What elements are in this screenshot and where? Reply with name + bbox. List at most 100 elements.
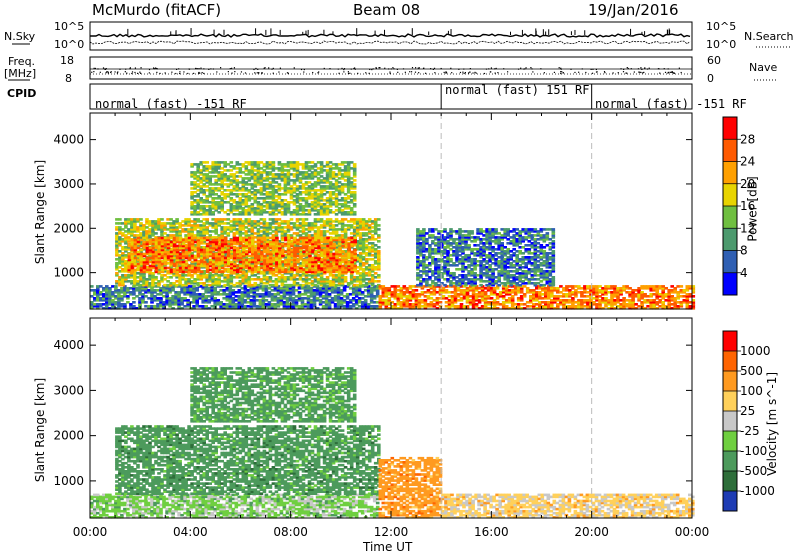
- power-echo-cell: [329, 242, 333, 246]
- power-echo-cell: [139, 276, 143, 279]
- power-echo-cell: [261, 295, 266, 298]
- power-echo-cell: [240, 287, 245, 290]
- power-echo-cell: [118, 254, 122, 257]
- freq-dot: [562, 72, 565, 74]
- power-echo-cell: [274, 191, 279, 194]
- power-echo-cell: [295, 266, 300, 269]
- power-echo-cell: [292, 163, 297, 166]
- power-echo-cell: [302, 238, 306, 242]
- power-echo-cell: [238, 222, 243, 225]
- power-echo-cell: [316, 226, 321, 229]
- power-echo-cell: [304, 282, 309, 285]
- power-echo-cell: [293, 264, 297, 268]
- power-echo-cell: [275, 260, 279, 264]
- power-echo-cell: [343, 230, 348, 233]
- power-echo-cell: [127, 218, 131, 221]
- power-echo-cell: [220, 238, 225, 242]
- freq-dot: [642, 72, 644, 74]
- power-echo-cell: [169, 254, 174, 258]
- power-echo-cell: [147, 289, 151, 292]
- power-echo-cell: [369, 289, 374, 292]
- power-echo-cell: [208, 274, 212, 277]
- power-echo-cell: [252, 303, 257, 306]
- power-echo-cell: [144, 301, 148, 304]
- power-echo-cell: [295, 272, 300, 275]
- power-echo-cell: [237, 295, 242, 298]
- power-echo-cell: [244, 213, 249, 216]
- power-echo-cell: [249, 307, 254, 310]
- power-echo-cell: [153, 299, 157, 302]
- power-echo-cell: [190, 207, 194, 210]
- power-echo-cell: [227, 260, 231, 264]
- freq-dot: [347, 72, 350, 74]
- power-echo-cell: [192, 289, 196, 292]
- power-echo-cell: [268, 211, 273, 214]
- power-echo-cell: [311, 248, 315, 252]
- power-echo-cell: [305, 268, 309, 272]
- power-echo-cell: [286, 189, 291, 192]
- power-echo-cell: [136, 266, 141, 270]
- power-echo-cell: [229, 228, 234, 231]
- power-echo-cell: [261, 297, 266, 300]
- power-echo-cell: [280, 280, 285, 283]
- power-echo-cell: [251, 268, 255, 272]
- power-echo-cell: [130, 274, 134, 277]
- power-echo-cell: [248, 240, 252, 244]
- power-echo-cell: [261, 285, 266, 288]
- power-echo-cell: [90, 289, 94, 292]
- power-echo-cell: [190, 252, 194, 255]
- power-echo-cell: [225, 305, 230, 308]
- power-echo-cell: [268, 185, 273, 188]
- power-echo-cell: [282, 291, 287, 294]
- power-echo-cell: [269, 242, 273, 246]
- power-echo-cell: [277, 187, 282, 190]
- power-echo-cell: [265, 226, 270, 229]
- power-echo-cell: [190, 234, 194, 237]
- freq-dot: [300, 68, 303, 71]
- power-echo-cell: [208, 222, 212, 225]
- power-echo-cell: [148, 272, 152, 275]
- power-echo-cell: [324, 299, 329, 302]
- power-echo-cell: [151, 254, 156, 258]
- power-echo-cell: [355, 244, 360, 247]
- power-echo-cell: [260, 254, 264, 258]
- power-echo-cell: [217, 246, 222, 250]
- power-echo-cell: [292, 195, 297, 198]
- power-echo-cell: [130, 262, 135, 266]
- power-echo-cell: [145, 258, 150, 262]
- power-echo-cell: [135, 307, 139, 310]
- power-echo-cell: [228, 291, 233, 294]
- power-echo-cell: [183, 287, 187, 290]
- power-echo-cell: [253, 185, 258, 188]
- power-echo-cell: [260, 236, 264, 240]
- power-echo-cell: [341, 238, 345, 242]
- power-echo-cell: [190, 163, 194, 166]
- power-echo-cell: [136, 276, 140, 279]
- power-echo-cell: [102, 299, 106, 302]
- power-echo-cell: [269, 262, 273, 266]
- power-echo-cell: [133, 244, 138, 248]
- power-echo-cell: [211, 203, 215, 206]
- power-echo-cell: [247, 163, 252, 166]
- power-echo-cell: [163, 256, 168, 260]
- power-echo-cell: [321, 295, 326, 298]
- power-echo-cell: [267, 305, 272, 308]
- power-echo-cell: [284, 250, 288, 254]
- power-echo-cell: [253, 161, 258, 164]
- power-echo-cell: [262, 183, 267, 186]
- power-echo-cell: [168, 301, 172, 304]
- freq-dot: [626, 72, 628, 74]
- power-echo-cell: [258, 293, 263, 296]
- freq-dot: [463, 72, 465, 75]
- power-echo-cell: [263, 244, 267, 248]
- power-echo-cell: [355, 272, 360, 275]
- power-echo-cell: [132, 297, 136, 300]
- power-echo-cell: [268, 163, 273, 166]
- power-echo-cell: [196, 282, 200, 285]
- power-echo-cell: [205, 230, 209, 233]
- power-echo-cell: [202, 193, 206, 196]
- power-echo-cell: [293, 252, 297, 256]
- power-echo-cell: [178, 226, 182, 229]
- power-echo-cell: [280, 264, 285, 267]
- power-echo-cell: [265, 234, 270, 237]
